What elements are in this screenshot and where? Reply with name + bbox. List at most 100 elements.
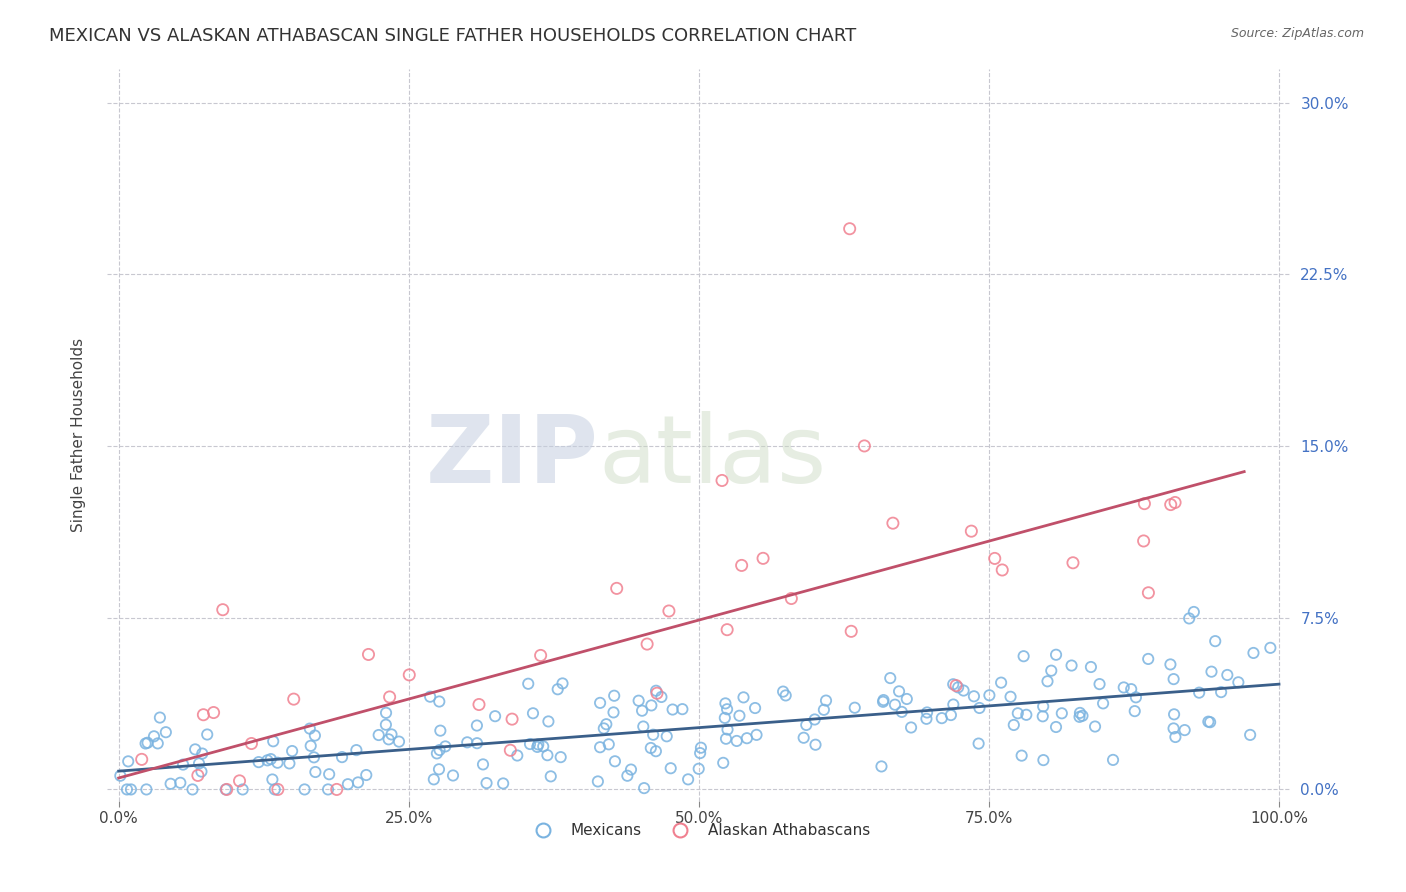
Point xyxy=(952,683,974,698)
Text: Source: ZipAtlas.com: Source: ZipAtlas.com xyxy=(1230,27,1364,40)
Point xyxy=(336,777,359,791)
Point xyxy=(602,706,624,720)
Point xyxy=(627,694,650,708)
Point xyxy=(330,750,353,764)
Point xyxy=(714,711,737,725)
Point xyxy=(172,757,194,772)
Point xyxy=(202,706,225,720)
Point xyxy=(890,705,912,719)
Point xyxy=(967,737,990,751)
Point xyxy=(661,702,683,716)
Point xyxy=(1012,649,1035,664)
Point xyxy=(963,690,986,704)
Point xyxy=(872,693,894,707)
Point xyxy=(1060,658,1083,673)
Point xyxy=(633,719,655,733)
Point xyxy=(716,702,738,716)
Point xyxy=(240,737,263,751)
Point xyxy=(1201,665,1223,679)
Point xyxy=(256,753,278,767)
Point xyxy=(711,474,734,488)
Point xyxy=(1260,640,1282,655)
Point xyxy=(730,558,752,573)
Point xyxy=(1137,586,1160,600)
Point xyxy=(115,782,138,797)
Point xyxy=(1159,657,1181,672)
Point xyxy=(844,700,866,714)
Point xyxy=(1239,728,1261,742)
Point xyxy=(804,738,827,752)
Point xyxy=(530,648,553,663)
Point xyxy=(1123,704,1146,718)
Point xyxy=(388,734,411,748)
Point xyxy=(540,769,562,783)
Point xyxy=(689,746,711,760)
Point xyxy=(266,756,288,770)
Point xyxy=(1000,690,1022,704)
Point xyxy=(1163,672,1185,686)
Point xyxy=(190,764,212,779)
Point xyxy=(318,767,340,781)
Point xyxy=(492,776,515,790)
Text: ZIP: ZIP xyxy=(426,410,598,503)
Point xyxy=(429,743,451,757)
Point xyxy=(110,769,132,783)
Point xyxy=(146,736,169,750)
Point xyxy=(839,624,862,639)
Point xyxy=(1243,646,1265,660)
Point xyxy=(725,734,748,748)
Point xyxy=(1088,677,1111,691)
Point xyxy=(1133,497,1156,511)
Point xyxy=(714,731,737,746)
Point xyxy=(143,729,166,743)
Point xyxy=(398,668,420,682)
Point xyxy=(728,708,751,723)
Point xyxy=(671,702,693,716)
Point xyxy=(983,551,1005,566)
Point xyxy=(468,698,491,712)
Point xyxy=(501,712,523,726)
Point xyxy=(711,756,734,770)
Point xyxy=(527,738,550,752)
Point xyxy=(620,763,643,777)
Point xyxy=(969,701,991,715)
Point xyxy=(915,706,938,720)
Point xyxy=(367,728,389,742)
Point xyxy=(294,782,316,797)
Point xyxy=(499,743,522,757)
Point xyxy=(645,744,668,758)
Point xyxy=(1080,660,1102,674)
Point xyxy=(184,742,207,756)
Point xyxy=(1011,748,1033,763)
Point xyxy=(616,769,638,783)
Point xyxy=(181,782,204,797)
Point xyxy=(195,727,218,741)
Point xyxy=(537,714,560,729)
Point xyxy=(1163,722,1185,736)
Point xyxy=(1040,664,1063,678)
Point xyxy=(427,694,450,708)
Point xyxy=(931,711,953,725)
Point xyxy=(1045,720,1067,734)
Point xyxy=(325,782,347,797)
Point xyxy=(232,782,254,797)
Point xyxy=(423,772,446,787)
Point xyxy=(1071,708,1094,723)
Y-axis label: Single Father Households: Single Father Households xyxy=(72,338,86,532)
Point xyxy=(193,707,215,722)
Point xyxy=(887,684,910,698)
Point xyxy=(658,604,681,618)
Point xyxy=(149,710,172,724)
Point xyxy=(472,757,495,772)
Point xyxy=(475,776,498,790)
Point xyxy=(745,728,768,742)
Point xyxy=(676,772,699,787)
Point xyxy=(434,739,457,754)
Point xyxy=(506,748,529,763)
Point xyxy=(283,692,305,706)
Point xyxy=(278,756,301,771)
Point xyxy=(1216,668,1239,682)
Point xyxy=(1032,699,1054,714)
Point xyxy=(1178,611,1201,625)
Point xyxy=(1137,652,1160,666)
